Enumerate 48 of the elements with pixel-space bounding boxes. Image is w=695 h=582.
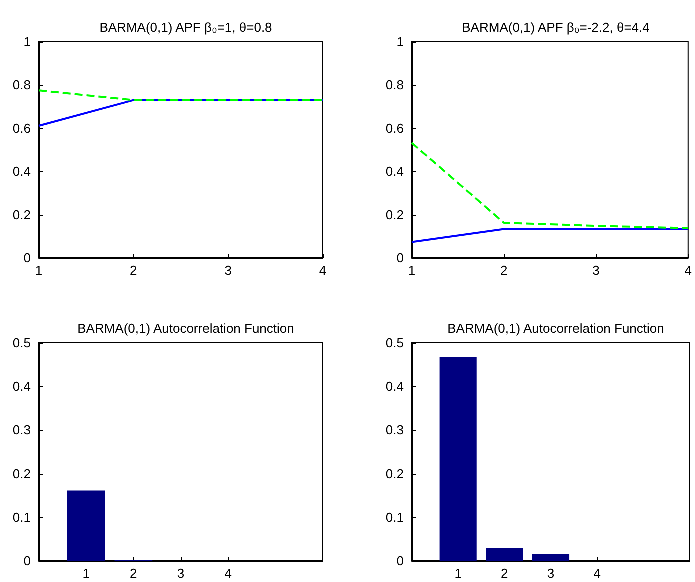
y-tick-label: 0.8 xyxy=(12,78,31,93)
x-tick-label: 3 xyxy=(592,263,600,278)
x-tick-label: 4 xyxy=(594,566,601,581)
x-tick-label: 1 xyxy=(35,263,43,278)
x-tick-label: 1 xyxy=(454,566,462,581)
chart-title: BARMA(0,1) Autocorrelation Function xyxy=(78,321,294,336)
y-tick-label: 0.1 xyxy=(386,510,404,525)
x-tick-label: 1 xyxy=(408,263,416,278)
x-tick-label: 2 xyxy=(501,566,508,581)
x-tick-label: 4 xyxy=(684,263,692,278)
line-series xyxy=(411,142,690,230)
bar xyxy=(486,548,524,561)
y-tick-label: 0.4 xyxy=(386,379,404,394)
y-tick-label: 0.6 xyxy=(386,120,404,136)
y-tick-label: 0 xyxy=(24,250,31,266)
bar xyxy=(440,356,477,561)
y-tick-label: 0.3 xyxy=(12,422,31,438)
y-tick-label: 0 xyxy=(24,554,31,568)
y-tick-label: 1 xyxy=(24,34,31,50)
y-tick-label: 0.4 xyxy=(386,164,404,180)
y-tick-label: 0.1 xyxy=(12,510,31,525)
y-tick-label: 0 xyxy=(396,250,404,266)
chart-title: BARMA(0,1) APF β₀=-2.2, θ=4.4 xyxy=(462,20,650,35)
x-tick-label: 3 xyxy=(177,566,185,581)
y-tick-label: 0.2 xyxy=(386,466,404,482)
y-tick-label: 0.2 xyxy=(12,207,31,222)
y-tick-label: 0.4 xyxy=(12,164,31,180)
y-tick-label: 0.3 xyxy=(386,422,404,438)
y-tick-label: 0.4 xyxy=(12,379,31,394)
x-tick-label: 3 xyxy=(547,566,555,581)
y-tick-label: 0.5 xyxy=(12,336,31,350)
chart-title: BARMA(0,1) Autocorrelation Function xyxy=(448,321,664,336)
y-tick-label: 0.5 xyxy=(386,336,404,350)
y-tick-label: 0.2 xyxy=(12,466,31,482)
y-tick-label: 0.2 xyxy=(386,207,404,222)
y-tick-label: 0 xyxy=(396,554,404,568)
x-tick-label: 2 xyxy=(130,566,138,581)
x-tick-label: 2 xyxy=(130,263,138,278)
x-tick-label: 1 xyxy=(82,566,90,581)
y-tick-label: 1 xyxy=(396,34,404,50)
y-tick-label: 0.8 xyxy=(386,78,404,93)
x-tick-label: 4 xyxy=(319,263,327,278)
x-tick-label: 2 xyxy=(500,263,508,278)
chart-title: BARMA(0,1) APF β₀=1, θ=0.8 xyxy=(100,20,272,35)
x-tick-label: 3 xyxy=(224,263,232,278)
bar xyxy=(532,554,570,561)
x-tick-label: 4 xyxy=(224,566,232,581)
y-tick-label: 0.6 xyxy=(12,120,31,136)
